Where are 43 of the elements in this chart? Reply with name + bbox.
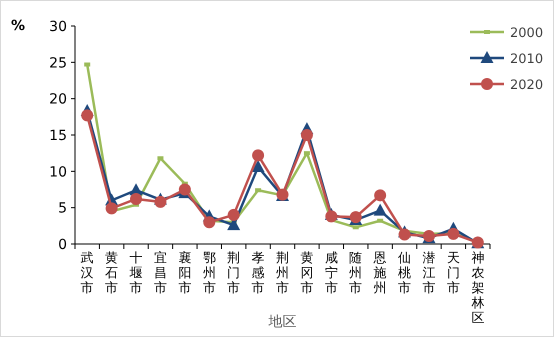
x-tick-label: 潜江市 [422,251,436,296]
x-tick-label: 鄂州市 [202,251,216,296]
point [325,210,338,222]
x-tick-label: 荆州市 [276,251,289,296]
x-tick-label: 襄阳市 [178,250,192,296]
x-tick-label: 十堰市 [128,251,143,296]
x-tick-label: 武汉市 [80,251,94,296]
x-tick-label: 黄冈市 [300,251,314,296]
point [252,149,264,162]
x-tick-label: 恩施州 [372,251,387,296]
x-tick-label: 黄石市 [105,251,118,296]
point [178,184,191,196]
x-tick-label: 随州市 [349,251,362,296]
point [374,204,387,216]
legend-label: 2000 [510,26,544,41]
point [398,228,411,241]
point [228,208,240,221]
y-tick-label: 10 [49,164,67,180]
point [300,129,313,141]
point [106,202,118,214]
y-tick-label: 20 [49,92,67,108]
x-tick-label: 咸宁市 [324,251,338,296]
point [203,216,216,228]
point [130,192,142,205]
y-tick-label: 30 [49,19,67,35]
y-axis-title: % [10,18,26,34]
point [447,228,460,240]
x-tick-label: 天门市 [446,251,460,296]
y-tick-label: 0 [58,237,67,253]
point [374,189,386,202]
y-tick-label: 15 [49,128,67,144]
x-tick-label: 孝感市 [252,251,265,296]
y-tick-label: 25 [49,55,67,72]
legend-label: 2020 [510,78,544,93]
x-tick-label: 神农架林区 [470,251,484,326]
point [81,109,94,122]
x-tick-label: 荆门市 [227,251,240,296]
x-tick-label: 宜昌市 [154,250,167,296]
point [252,160,265,172]
x-axis-title: 地区 [268,314,296,330]
y-tick-label: 5 [58,200,67,217]
x-tick-label: 仙桃市 [398,251,412,296]
legend-label: 2010 [510,52,544,67]
